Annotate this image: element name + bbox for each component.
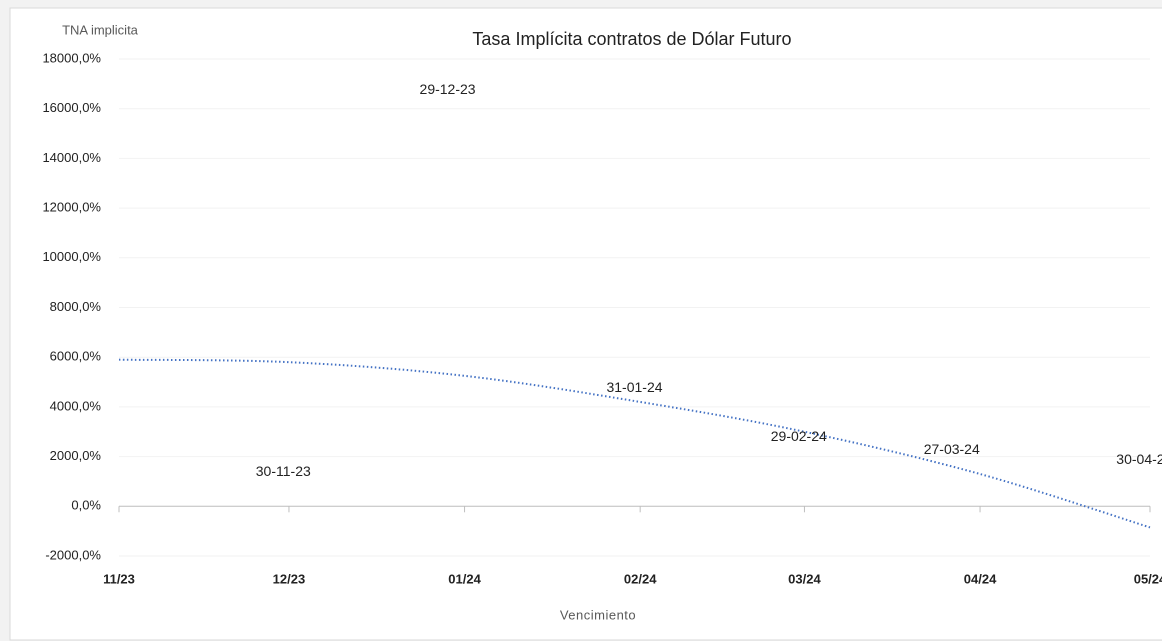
y-axis-label: TNA implicita — [62, 22, 139, 37]
x-axis-label: Vencimiento — [560, 607, 636, 622]
y-tick-label: 8000,0% — [50, 299, 102, 314]
y-tick-label: 14000,0% — [42, 150, 101, 165]
data-label: 30-04-24 — [1116, 451, 1162, 467]
y-tick-label: 16000,0% — [42, 100, 101, 115]
data-label: 30-11-23 — [256, 463, 311, 479]
y-tick-label: 4000,0% — [50, 398, 102, 413]
x-tick-label: 04/24 — [964, 571, 997, 586]
chart-area — [9, 7, 1162, 641]
y-tick-label: 6000,0% — [50, 349, 102, 364]
x-tick-label: 11/23 — [103, 571, 135, 586]
x-tick-label: 03/24 — [788, 571, 821, 586]
x-tick-label: 05/24 — [1134, 571, 1162, 586]
y-tick-label: 10000,0% — [42, 249, 101, 264]
data-label: 29-12-23 — [420, 81, 476, 97]
x-tick-label: 12/23 — [273, 571, 306, 586]
y-tick-label: 0,0% — [71, 498, 101, 513]
y-tick-label: 12000,0% — [42, 200, 101, 215]
y-tick-label: -2000,0% — [45, 547, 101, 562]
chart-title: Tasa Implícita contratos de Dólar Futuro — [472, 29, 791, 49]
y-tick-label: 18000,0% — [42, 50, 101, 65]
x-tick-label: 02/24 — [624, 571, 657, 586]
x-tick-label: 01/24 — [448, 571, 481, 586]
y-tick-label: 2000,0% — [50, 448, 102, 463]
data-label: 31-01-24 — [606, 379, 662, 395]
data-label: 27-03-24 — [924, 441, 980, 457]
data-label: 29-02-24 — [771, 428, 827, 444]
